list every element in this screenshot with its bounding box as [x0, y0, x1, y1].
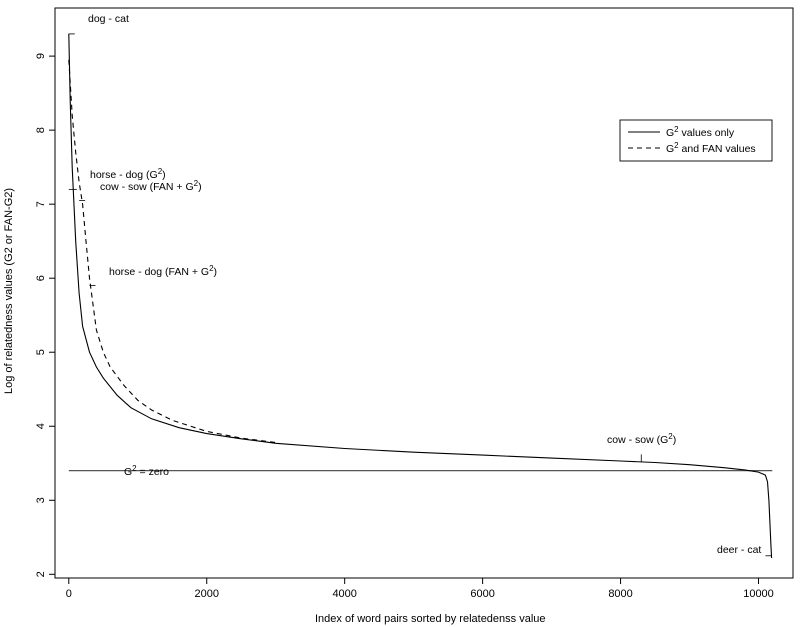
legend-box — [619, 119, 773, 162]
y-tick-label: 7 — [35, 201, 47, 207]
y-tick-label: 9 — [35, 53, 47, 59]
annotation-horse-dog-g2: horse - dog (G2) — [90, 167, 166, 181]
y-tick-label: 4 — [35, 423, 47, 429]
x-tick-label: 4000 — [332, 588, 356, 600]
y-tick-label: 8 — [35, 127, 47, 133]
annotation-layer — [68, 33, 772, 557]
annotation-g2-zero: G2 = zero — [124, 464, 169, 478]
series-g2-only-line — [68, 33, 773, 559]
x-tick-label: 10000 — [743, 588, 774, 600]
legend-label-g2-fan: G2 and FAN values — [666, 141, 756, 155]
y-axis-label: Log of relatedness values (G2 or FAN-G2) — [3, 188, 15, 394]
y-tick-label: 6 — [35, 275, 47, 281]
plot-frame — [54, 7, 794, 579]
x-tick-label: 0 — [66, 588, 72, 600]
series-g2-and-fan-line — [68, 59, 276, 444]
x-tick-label: 8000 — [608, 588, 632, 600]
y-tick-label: 5 — [35, 349, 47, 355]
annotation-cow-sow-fan: cow - sow (FAN + G2) — [100, 179, 202, 193]
axis-ticks: 0 2000 4000 6000 8000 10000 2 3 4 5 6 7 8 9 — [35, 53, 774, 600]
annotation-deer-cat: deer - cat — [717, 544, 761, 556]
x-axis-label: Index of word pairs sorted by relatedens… — [315, 613, 546, 625]
y-tick-label: 3 — [35, 497, 47, 503]
legend: G2 values only G2 and FAN values — [619, 119, 773, 162]
series-layer — [68, 33, 773, 559]
annotation-dog-cat: dog - cat — [88, 13, 129, 25]
y-tick-label: 2 — [35, 571, 47, 577]
x-tick-label: 6000 — [470, 588, 494, 600]
annotation-horse-dog-fan: horse - dog (FAN + G2) — [109, 264, 217, 278]
x-tick-label: 2000 — [194, 588, 218, 600]
annotation-cow-sow-g2: cow - sow (G2) — [607, 432, 676, 446]
legend-label-g2-only: G2 values only — [666, 125, 735, 139]
